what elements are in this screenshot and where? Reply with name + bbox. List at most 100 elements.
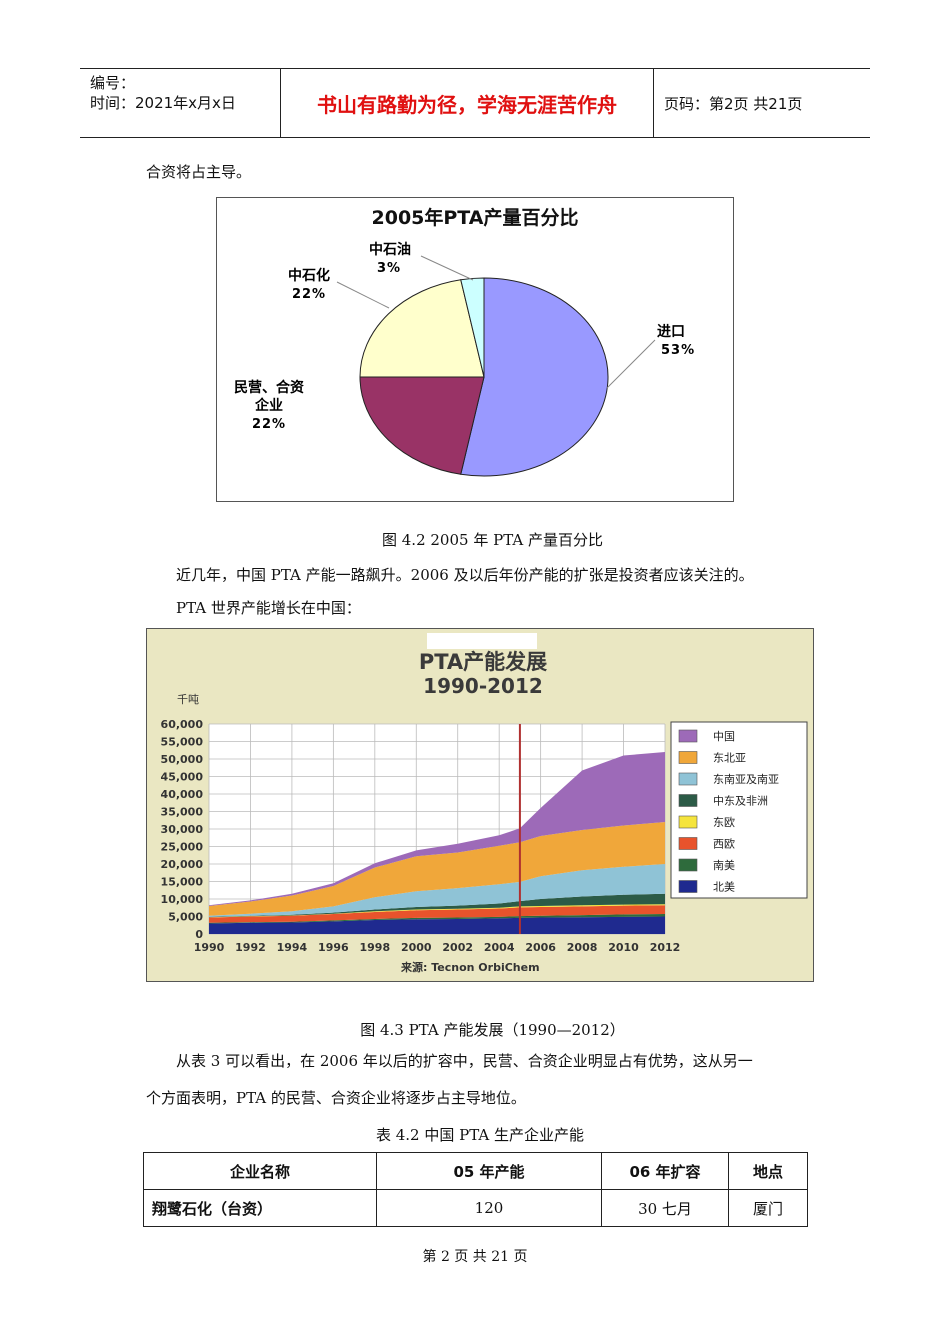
paragraph-line: 个方面表明，PTA 的民营、合资企业将逐步占主导地位。 — [146, 1089, 526, 1107]
pie-label-private-line1: 民营、合资 — [234, 379, 304, 396]
x-tick-label: 1992 — [235, 941, 266, 954]
date-label: 时间：2021年x月x日 — [90, 94, 236, 112]
paragraph-line: 从表 3 可以看出，在 2006 年以后的扩容中，民营、合资企业明显占有优势，这… — [176, 1052, 753, 1070]
pie-pct-cnpc: 3% — [377, 261, 401, 276]
x-tick-label: 1990 — [194, 941, 225, 954]
legend-swatch — [678, 837, 698, 850]
legend-label: 西欧 — [713, 838, 735, 851]
area-chart-subtitle: 1990-2012 — [423, 674, 543, 698]
capacity-table: 企业名称 05 年产能 06 年扩容 地点 翔鹭石化（台资） 120 30 七月… — [143, 1152, 808, 1227]
y-tick-label: 15,000 — [161, 876, 204, 889]
y-tick-label: 20,000 — [161, 858, 204, 871]
area-series-南美 — [209, 914, 665, 924]
area-series-西欧 — [209, 905, 665, 923]
pie-pct-sinopec: 22% — [292, 287, 326, 302]
header-meta: 编号： 时间：2021年x月x日 — [80, 69, 281, 137]
legend-label: 东南亚及南亚 — [713, 773, 779, 786]
pie-chart: 2005年PTA产量百分比 进口 53% 中石油 3% 中石化 22% 民营、合… — [234, 206, 695, 477]
table-header-cell: 06 年扩容 — [601, 1152, 729, 1190]
legend-label: 北美 — [713, 881, 735, 894]
pie-label-sinopec: 中石化 — [288, 267, 330, 284]
y-tick-label: 25,000 — [161, 841, 204, 854]
leader-line-import — [606, 339, 656, 389]
paragraph-line: PTA 世界产能增长在中国： — [176, 599, 361, 617]
x-tick-label: 2010 — [608, 941, 639, 954]
area-chart: PTA产能发展 1990-2012 千吨 0 5,000 10,000 15,000 2… — [161, 633, 808, 974]
y-tick-label: 0 — [195, 928, 203, 941]
pie-label-private-line2: 企业 — [254, 397, 283, 414]
table-row: 翔鹭石化（台资） 120 30 七月 厦门 — [143, 1189, 808, 1227]
leader-line-cnpc — [420, 255, 474, 281]
table-cell: 厦门 — [728, 1189, 808, 1227]
table-header-row: 企业名称 05 年产能 06 年扩容 地点 — [143, 1152, 808, 1190]
y-tick-label: 30,000 — [161, 823, 204, 836]
y-tick-label: 40,000 — [161, 788, 204, 801]
table-header-cell: 地点 — [728, 1152, 808, 1190]
title-mask — [427, 633, 537, 649]
legend-swatch — [678, 858, 698, 872]
area-chart-frame: PTA产能发展 1990-2012 千吨 0 5,000 10,000 15,000 2… — [146, 628, 814, 982]
pie-label-cnpc: 中石油 — [369, 241, 411, 258]
table-header-cell: 05 年产能 — [376, 1152, 602, 1190]
y-tick-label: 35,000 — [161, 806, 204, 819]
figure-4-3-caption: 图 4.3 PTA 产能发展（1990—2012） — [360, 1021, 625, 1039]
x-tick-label: 2000 — [401, 941, 432, 954]
legend-swatch — [678, 772, 698, 786]
legend-box — [670, 721, 808, 899]
y-tick-label: 55,000 — [161, 736, 204, 749]
pie-slice — [460, 277, 485, 378]
page-footer: 第 2 页 共 21 页 — [422, 1249, 528, 1265]
legend-label: 南美 — [713, 859, 735, 872]
area-series-中东及非洲 — [209, 893, 665, 918]
header-page-cell: 页码：第2页 共21页 — [654, 69, 870, 137]
table-cell: 30 七月 — [601, 1189, 729, 1227]
pie-slice — [460, 277, 609, 477]
pie-pct-private: 22% — [252, 417, 286, 432]
x-tick-label: 1994 — [277, 941, 308, 954]
header-motto-cell: 书山有路勤为径，学海无涯苦作舟 — [281, 69, 654, 137]
figure-4-2-caption: 图 4.2 2005 年 PTA 产量百分比 — [382, 531, 603, 549]
area-series-北美 — [209, 916, 665, 934]
x-tick-label: 1996 — [318, 941, 349, 954]
legend-label: 东北亚 — [713, 752, 746, 765]
legend-swatch — [678, 815, 698, 829]
legend-label: 东欧 — [713, 816, 735, 829]
pie-pct-import: 53% — [661, 343, 695, 358]
paragraph-line: 合资将占主导。 — [146, 163, 252, 181]
x-tick-label: 2012 — [650, 941, 681, 954]
x-tick-label: 2002 — [442, 941, 473, 954]
table-cell: 翔鹭石化（台资） — [143, 1189, 377, 1227]
page-header: 编号： 时间：2021年x月x日 书山有路勤为径，学海无涯苦作舟 页码：第2页 … — [80, 68, 870, 138]
pie-slice — [359, 376, 485, 475]
x-tick-label: 2006 — [525, 941, 556, 954]
pie-chart-title: 2005年PTA产量百分比 — [372, 206, 579, 229]
y-tick-label: 10,000 — [161, 893, 204, 906]
number-label: 编号： — [90, 74, 136, 92]
pie-label-import: 进口 — [657, 324, 685, 340]
area-series-东欧 — [209, 904, 665, 918]
pie-slice — [359, 279, 485, 378]
area-chart-title: PTA产能发展 — [419, 650, 547, 674]
legend-swatch — [678, 751, 698, 764]
legend-label: 中国 — [713, 730, 735, 743]
legend-label: 中东及非洲 — [713, 795, 768, 808]
table-header-cell: 企业名称 — [143, 1152, 377, 1190]
area-series-中国 — [209, 752, 665, 906]
legend-swatch — [678, 794, 698, 807]
area-series-东北亚 — [209, 822, 665, 916]
table-cell: 120 — [376, 1189, 602, 1227]
pie-chart-frame: 2005年PTA产量百分比 进口 53% 中石油 3% 中石化 22% 民营、合… — [216, 197, 734, 502]
page-label: 页码：第2页 共21页 — [664, 94, 803, 113]
area-chart-ylabel: 千吨 — [177, 693, 199, 706]
y-tick-label: 5,000 — [168, 911, 203, 924]
legend-swatch — [678, 880, 698, 893]
leader-line-sinopec — [336, 281, 390, 309]
chart-source: 来源: Tecnon OrbiChem — [400, 960, 540, 974]
x-tick-label: 2004 — [484, 941, 515, 954]
y-tick-label: 50,000 — [161, 753, 204, 766]
y-tick-label: 60,000 — [161, 718, 204, 731]
table-caption: 表 4.2 中国 PTA 生产企业产能 — [375, 1126, 585, 1144]
legend-swatch — [678, 729, 698, 743]
area-series-东南亚及南亚 — [209, 864, 665, 917]
x-tick-label: 2008 — [567, 941, 598, 954]
